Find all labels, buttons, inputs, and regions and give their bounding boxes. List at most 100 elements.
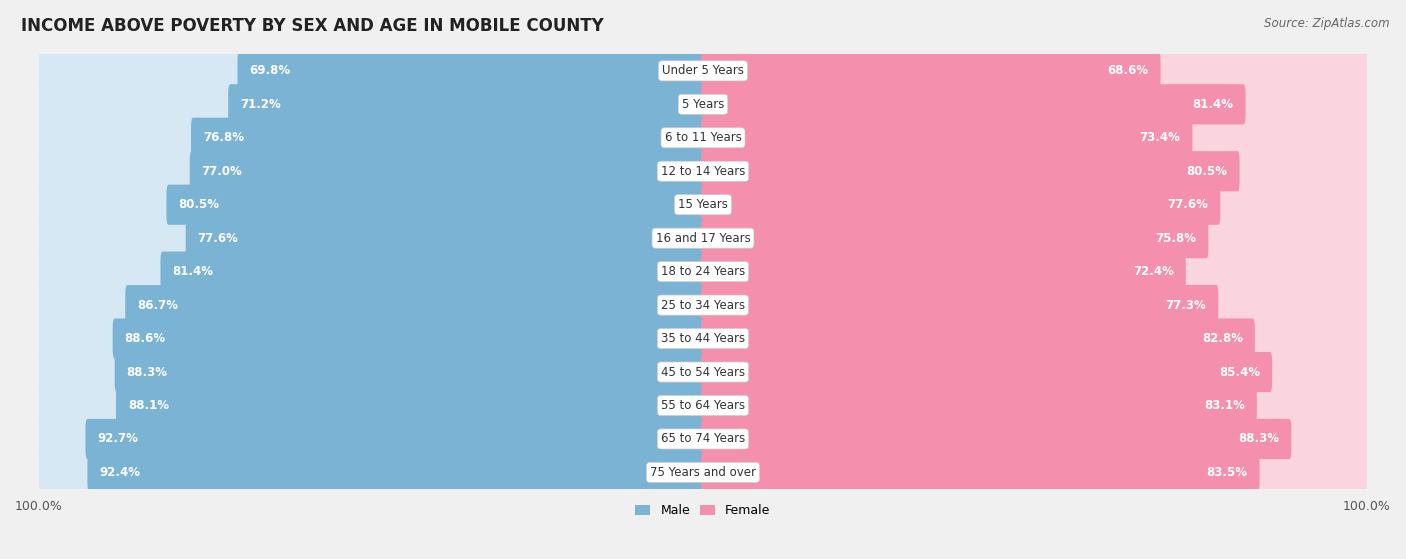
Text: 77.6%: 77.6% [1167,198,1208,211]
Text: 15 Years: 15 Years [678,198,728,211]
Text: 73.4%: 73.4% [1140,131,1181,144]
Text: 16 and 17 Years: 16 and 17 Years [655,231,751,245]
Text: 77.3%: 77.3% [1166,299,1206,311]
FancyBboxPatch shape [191,118,704,158]
Text: 88.1%: 88.1% [128,399,169,412]
FancyBboxPatch shape [112,319,704,359]
FancyBboxPatch shape [39,183,1367,226]
Text: 69.8%: 69.8% [249,64,291,77]
Text: 80.5%: 80.5% [179,198,219,211]
Text: 12 to 14 Years: 12 to 14 Years [661,165,745,178]
Text: 68.6%: 68.6% [1108,64,1149,77]
Text: 85.4%: 85.4% [1219,366,1260,378]
FancyBboxPatch shape [703,118,1367,158]
FancyBboxPatch shape [39,317,1367,361]
FancyBboxPatch shape [39,116,1367,159]
FancyBboxPatch shape [186,218,704,258]
FancyBboxPatch shape [702,218,1208,258]
FancyBboxPatch shape [703,319,1367,359]
FancyBboxPatch shape [39,218,703,258]
FancyBboxPatch shape [39,51,703,91]
Text: 77.0%: 77.0% [201,165,242,178]
Text: Under 5 Years: Under 5 Years [662,64,744,77]
FancyBboxPatch shape [702,452,1260,492]
Text: Source: ZipAtlas.com: Source: ZipAtlas.com [1264,17,1389,30]
FancyBboxPatch shape [702,352,1272,392]
FancyBboxPatch shape [39,350,1367,394]
FancyBboxPatch shape [703,151,1367,191]
FancyBboxPatch shape [39,118,703,158]
FancyBboxPatch shape [703,84,1367,125]
FancyBboxPatch shape [39,319,703,359]
Text: 45 to 54 Years: 45 to 54 Years [661,366,745,378]
FancyBboxPatch shape [39,216,1367,260]
FancyBboxPatch shape [702,419,1291,459]
Text: 92.7%: 92.7% [97,433,138,446]
FancyBboxPatch shape [39,417,1367,461]
Text: 81.4%: 81.4% [1192,98,1233,111]
FancyBboxPatch shape [703,352,1367,392]
FancyBboxPatch shape [39,285,703,325]
FancyBboxPatch shape [702,184,1220,225]
FancyBboxPatch shape [39,83,1367,126]
FancyBboxPatch shape [190,151,704,191]
Text: 6 to 11 Years: 6 to 11 Years [665,131,741,144]
Legend: Male, Female: Male, Female [630,499,776,522]
FancyBboxPatch shape [39,283,1367,327]
FancyBboxPatch shape [238,51,704,91]
Text: 82.8%: 82.8% [1202,332,1243,345]
FancyBboxPatch shape [703,385,1367,425]
Text: 86.7%: 86.7% [138,299,179,311]
FancyBboxPatch shape [86,419,704,459]
FancyBboxPatch shape [39,385,703,425]
Text: 83.1%: 83.1% [1204,399,1244,412]
Text: 88.3%: 88.3% [1239,433,1279,446]
Text: 80.5%: 80.5% [1187,165,1227,178]
FancyBboxPatch shape [87,452,704,492]
FancyBboxPatch shape [702,51,1160,91]
FancyBboxPatch shape [125,285,704,325]
FancyBboxPatch shape [39,252,703,292]
FancyBboxPatch shape [39,451,1367,494]
Text: 92.4%: 92.4% [100,466,141,479]
FancyBboxPatch shape [115,385,704,425]
FancyBboxPatch shape [703,51,1367,91]
FancyBboxPatch shape [115,352,704,392]
FancyBboxPatch shape [702,84,1246,125]
FancyBboxPatch shape [39,250,1367,293]
Text: 5 Years: 5 Years [682,98,724,111]
Text: 18 to 24 Years: 18 to 24 Years [661,265,745,278]
FancyBboxPatch shape [703,285,1367,325]
Text: 77.6%: 77.6% [198,231,239,245]
Text: 88.3%: 88.3% [127,366,167,378]
FancyBboxPatch shape [228,84,704,125]
FancyBboxPatch shape [160,252,704,292]
FancyBboxPatch shape [702,285,1219,325]
FancyBboxPatch shape [702,252,1185,292]
Text: 35 to 44 Years: 35 to 44 Years [661,332,745,345]
Text: INCOME ABOVE POVERTY BY SEX AND AGE IN MOBILE COUNTY: INCOME ABOVE POVERTY BY SEX AND AGE IN M… [21,17,603,35]
FancyBboxPatch shape [703,452,1367,492]
FancyBboxPatch shape [703,218,1367,258]
FancyBboxPatch shape [703,419,1367,459]
FancyBboxPatch shape [39,419,703,459]
FancyBboxPatch shape [39,184,703,225]
FancyBboxPatch shape [702,118,1192,158]
Text: 71.2%: 71.2% [240,98,281,111]
FancyBboxPatch shape [39,151,703,191]
FancyBboxPatch shape [39,383,1367,427]
FancyBboxPatch shape [703,184,1367,225]
Text: 83.5%: 83.5% [1206,466,1247,479]
Text: 55 to 64 Years: 55 to 64 Years [661,399,745,412]
FancyBboxPatch shape [39,49,1367,93]
Text: 81.4%: 81.4% [173,265,214,278]
FancyBboxPatch shape [166,184,704,225]
FancyBboxPatch shape [702,385,1257,425]
Text: 76.8%: 76.8% [202,131,245,144]
FancyBboxPatch shape [39,452,703,492]
Text: 88.6%: 88.6% [125,332,166,345]
Text: 25 to 34 Years: 25 to 34 Years [661,299,745,311]
Text: 65 to 74 Years: 65 to 74 Years [661,433,745,446]
Text: 72.4%: 72.4% [1133,265,1174,278]
FancyBboxPatch shape [702,151,1240,191]
